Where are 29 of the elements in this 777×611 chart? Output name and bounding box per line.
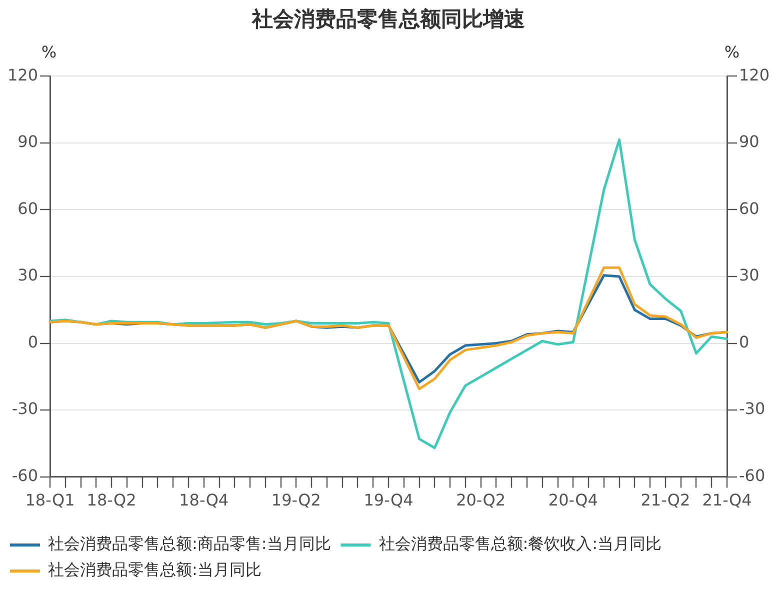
x-tick-label: 21-Q4 [702, 490, 752, 510]
x-tick-label: 19-Q2 [271, 490, 321, 510]
y-axis-title: % [41, 42, 57, 62]
x-tick-label: 18-Q4 [179, 490, 229, 510]
x-tick-label: 19-Q4 [364, 490, 414, 510]
x-tick-label: 18-Q1 [25, 490, 75, 510]
y2-tick-label: 0 [739, 332, 750, 352]
y2-tick-label: 60 [739, 198, 760, 218]
x-tick-label: 20-Q2 [456, 490, 506, 510]
y-tick-label: 0 [28, 332, 38, 352]
x-tick-label: 21-Q2 [640, 490, 690, 510]
y2-tick-label: 30 [739, 266, 760, 285]
y2-axis-title: % [724, 42, 740, 62]
x-tick-label: 18-Q2 [86, 490, 136, 510]
y2-tick-label: 120 [739, 65, 770, 84]
y-tick-label: -60 [12, 466, 38, 485]
y-tick-label: 60 [18, 198, 38, 218]
y2-tick-label: 90 [739, 132, 760, 152]
y2-tick-label: -60 [739, 466, 766, 485]
y-tick-label: -30 [12, 399, 38, 418]
y-tick-label: 30 [18, 266, 38, 285]
y-tick-label: 90 [18, 132, 38, 152]
chart-title: 社会消费品零售总额同比增速 [251, 7, 525, 32]
legend-label: 社会消费品零售总额:商品零售:当月同比 [48, 534, 331, 554]
legend-label: 社会消费品零售总额:当月同比 [48, 560, 262, 580]
y-tick-label: 120 [7, 65, 38, 84]
y2-tick-label: -30 [739, 399, 766, 418]
legend-label: 社会消费品零售总额:餐饮收入:当月同比 [378, 534, 662, 554]
x-tick-label: 20-Q4 [548, 490, 598, 510]
